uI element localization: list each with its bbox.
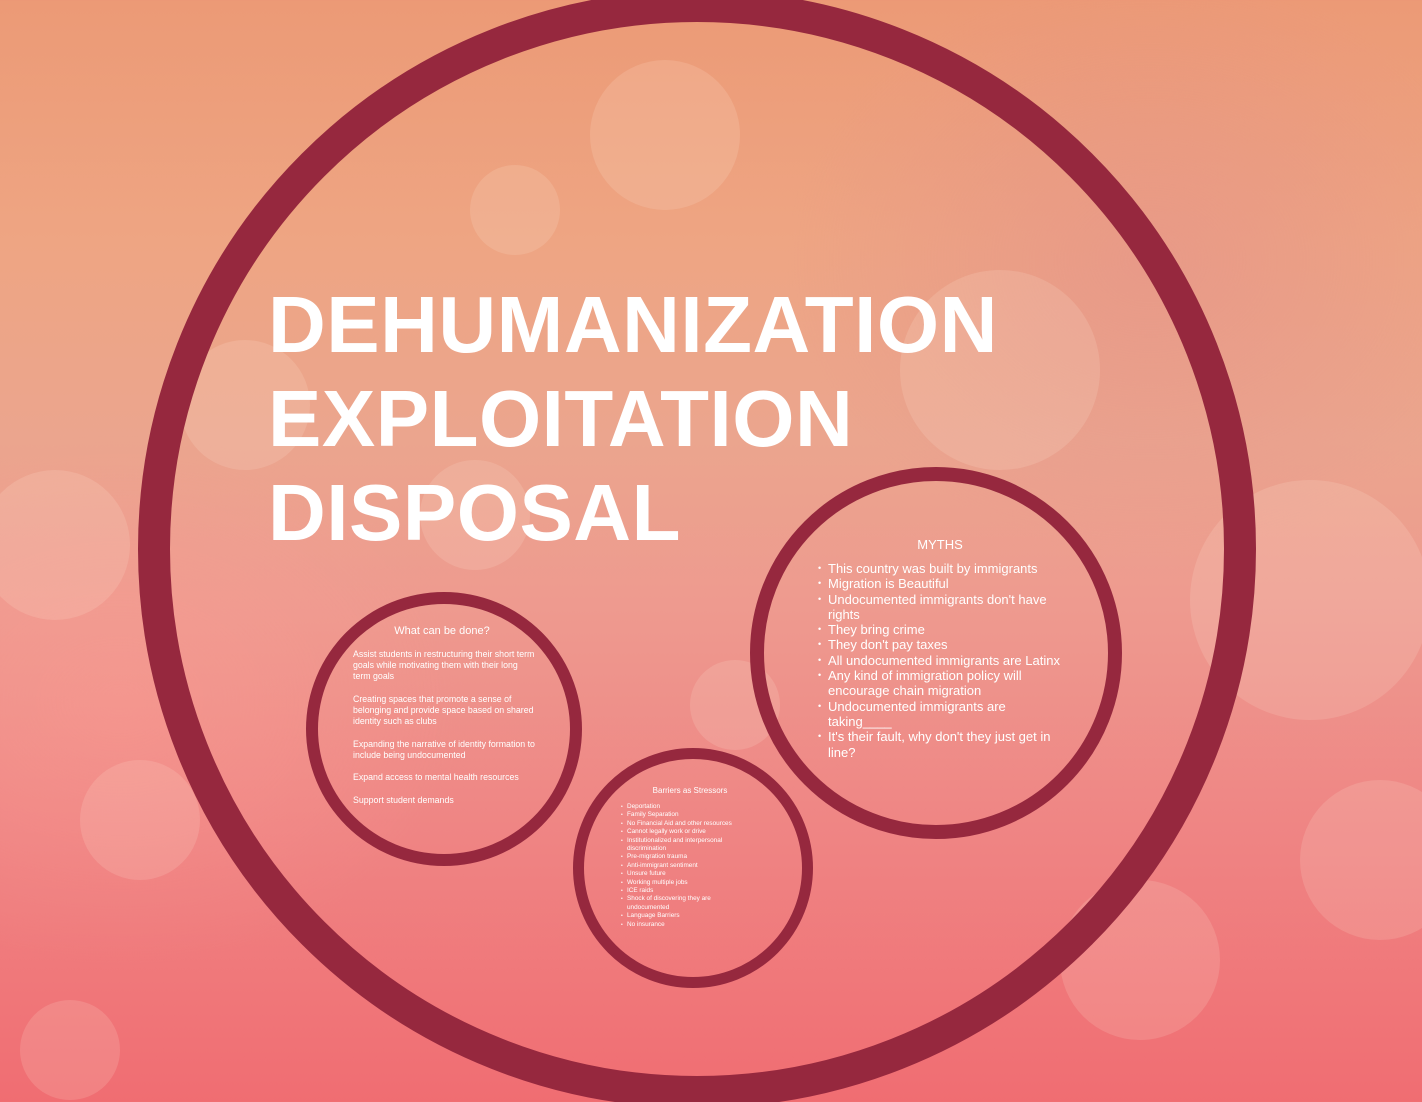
- barriers-heading: Barriers as Stressors: [652, 786, 728, 795]
- bokeh-light: [80, 760, 200, 880]
- title-line-2: EXPLOITATION: [268, 374, 854, 463]
- list-item: Undocumented immigrants don't have right…: [818, 592, 1068, 623]
- main-title: DEHUMANIZATION EXPLOITATION DISPOSAL: [268, 278, 998, 560]
- what-can-be-done-body: Assist students in restructuring their s…: [353, 649, 537, 817]
- list-item: Anti-immigrant sentiment: [621, 862, 749, 871]
- bokeh-light: [1300, 780, 1422, 940]
- list-item: Any kind of immigration policy will enco…: [818, 668, 1068, 699]
- list-item: They don't pay taxes: [818, 637, 1068, 653]
- myths-list: This country was built by immigrants Mig…: [818, 561, 1068, 760]
- title-line-3: DISPOSAL: [268, 468, 681, 557]
- list-item: Unsure future: [621, 870, 749, 879]
- list-item: Language Barriers: [621, 912, 749, 921]
- list-item: Undocumented immigrants are taking____: [818, 699, 1068, 730]
- list-item: ICE raids: [621, 887, 749, 896]
- myths-heading: MYTHS: [917, 537, 963, 552]
- barriers-ring: [573, 748, 813, 988]
- list-item: Shock of discovering they are undocument…: [621, 895, 749, 912]
- paragraph: Support student demands: [353, 794, 454, 805]
- title-line-1: DEHUMANIZATION: [268, 280, 998, 369]
- paragraph: Assist students in restructuring their s…: [353, 649, 535, 682]
- list-item: All undocumented immigrants are Latinx: [818, 653, 1068, 669]
- list-item: Migration is Beautiful: [818, 576, 1068, 592]
- paragraph: Expanding the narrative of identity form…: [353, 738, 535, 760]
- bokeh-light: [20, 1000, 120, 1100]
- list-item: This country was built by immigrants: [818, 561, 1068, 577]
- bokeh-light: [0, 470, 130, 620]
- list-item: Working multiple jobs: [621, 879, 749, 888]
- list-item: It's their fault, why don't they just ge…: [818, 729, 1068, 760]
- list-item: Family Separation: [621, 811, 749, 820]
- paragraph: Creating spaces that promote a sense of …: [353, 693, 534, 727]
- list-item: Deportation: [621, 803, 749, 812]
- list-item: No Financial Aid and other resources: [621, 820, 749, 829]
- barriers-list: Deportation Family Separation No Financi…: [621, 803, 749, 930]
- list-item: Cannot legally work or drive: [621, 828, 749, 837]
- list-item: Pre-migration trauma: [621, 853, 749, 862]
- list-item: No insurance: [621, 921, 749, 930]
- list-item: Institutionalized and interpersonal disc…: [621, 837, 749, 854]
- paragraph: Expand access to mental health resources: [353, 772, 519, 783]
- list-item: They bring crime: [818, 622, 1068, 638]
- what-can-be-done-heading: What can be done?: [394, 625, 490, 637]
